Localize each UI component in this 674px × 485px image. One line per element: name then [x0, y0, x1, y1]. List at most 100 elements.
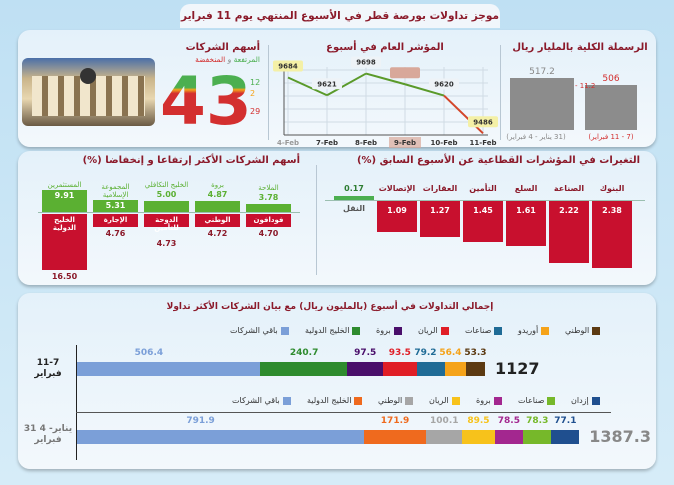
- legend-swatch: [494, 326, 503, 335]
- point-label-box: [351, 56, 381, 68]
- loser-value: 4.76: [105, 229, 126, 239]
- legend-item: الريان: [418, 326, 449, 335]
- legend-swatch: [493, 396, 502, 405]
- x-tick-label: 10-Feb: [431, 139, 458, 147]
- sectors-baseline: [325, 200, 645, 201]
- sector-value: 2.38: [602, 206, 622, 215]
- index-line-chart: 9684 4-Feb 9621 7-Feb 9698 8-Feb 9-Feb 9620 10-F…: [273, 56, 498, 148]
- sector-value: 1.09: [387, 206, 407, 215]
- gainer-name: بروة: [211, 181, 224, 190]
- trading-value: 506.4: [134, 348, 164, 358]
- trading-value: 97.5: [354, 348, 377, 358]
- divider: [316, 165, 317, 275]
- sector-bar: [377, 201, 417, 232]
- point-label: 9698: [356, 59, 376, 67]
- gainer-name: المستثمرين: [47, 181, 82, 190]
- sector-value: 2.22: [559, 206, 579, 215]
- sector-name: الصناعة: [553, 184, 585, 193]
- stocks-title: أسهم الشركات: [185, 42, 260, 53]
- loser-name: الوطني: [204, 216, 231, 224]
- sector-bar: [334, 196, 374, 200]
- trading-value: 56.4: [439, 348, 462, 358]
- movers-title: أسهم الشركات الأكثر إرتفاعا و إنخفاضا (%…: [82, 155, 300, 166]
- trading-axis: [76, 345, 77, 460]
- legend-item: إزدان: [571, 396, 600, 405]
- x-tick-label: 9-Feb: [394, 139, 416, 147]
- legend-label: باقي الشركات: [230, 326, 278, 335]
- gainer-bar: [246, 203, 291, 212]
- legend-label: بروة: [476, 396, 491, 405]
- sector-bar: [420, 201, 460, 237]
- trading-value: 100.1: [430, 416, 459, 426]
- loser-value: 4.73: [156, 239, 177, 249]
- gainer-name: الملاحة: [258, 183, 279, 192]
- trading-segment: [260, 362, 348, 376]
- index-chart-title: المؤشر العام في أسبوع: [326, 42, 444, 53]
- trading-value: 240.7: [289, 348, 319, 358]
- capitalization-change: - 11.2: [575, 82, 596, 90]
- point-label-box: [429, 78, 459, 90]
- legend-item: صناعات: [465, 326, 503, 335]
- sector-value: 0.17: [344, 184, 364, 193]
- legend-label: بروة: [376, 326, 391, 335]
- gainer-value: 5.31: [105, 201, 126, 211]
- stocks-total: 43: [160, 63, 252, 140]
- week-total: 1387.3: [589, 427, 651, 446]
- loser-bar: [195, 214, 240, 228]
- legend-swatch: [280, 326, 289, 335]
- trading-value: 77.1: [554, 416, 577, 426]
- sector-name: السلع: [514, 184, 538, 193]
- sector-bar: [592, 201, 632, 268]
- gainer-bar: [144, 201, 189, 212]
- index-line-segment: [326, 72, 367, 97]
- legend-label: صناعات: [518, 396, 545, 405]
- sector-value: 1.61: [516, 206, 536, 215]
- index-line-segment: [404, 83, 445, 97]
- sector-name: العقارات: [422, 184, 458, 193]
- page-title: موجز تداولات بورصة قطر في الأسبوع المنته…: [180, 4, 500, 46]
- trading-segment: [445, 362, 466, 376]
- sector-bar: [549, 201, 589, 264]
- trading-value: 171.9: [380, 416, 410, 426]
- gainer-value: 5.00: [156, 190, 177, 199]
- building-logo: [80, 68, 96, 84]
- trading-title: إجمالي التداولات في أسبوع (بالمليون ريال…: [166, 302, 494, 312]
- subtitle-up: المرتفعة: [233, 55, 260, 64]
- legend-swatch: [352, 326, 361, 335]
- sector-bar: [506, 201, 546, 247]
- highlight-box: [389, 137, 421, 148]
- legend-item: الريان: [429, 396, 460, 405]
- trading-value: 89.5: [467, 416, 490, 426]
- legend-label: الوطني: [378, 396, 403, 405]
- x-tick-label: 11-Feb: [470, 139, 497, 147]
- legend-item: الخليج الدولية: [307, 396, 363, 405]
- trading-segment: [77, 362, 261, 376]
- trading-value: 78.5: [497, 416, 520, 426]
- point-label-box: [390, 67, 420, 79]
- trading-segment: [522, 430, 552, 444]
- legend-swatch: [547, 396, 556, 405]
- sector-value: 1.45: [473, 206, 493, 215]
- gainer-value: 4.87: [207, 190, 228, 200]
- legend-swatch: [405, 396, 414, 405]
- x-tick-label: 8-Feb: [355, 139, 377, 147]
- loser-value: 16.50: [51, 272, 78, 282]
- sectors-title: التغيرات في المؤشرات القطاعية عن الأسبوع…: [356, 155, 640, 166]
- trading-value: 93.5: [388, 348, 411, 358]
- stocks-down: 29: [250, 107, 261, 116]
- index-line-segment: [365, 72, 406, 86]
- point-label-box: [273, 60, 303, 72]
- gainer-name: الخليج التكافلي: [144, 181, 189, 189]
- legend-item: الوطني: [378, 396, 414, 405]
- point-label: 9620: [434, 81, 454, 89]
- legend-label: الريان: [418, 326, 438, 335]
- gainer-bar: [42, 190, 87, 212]
- x-tick-label: 4-Feb: [277, 139, 299, 147]
- legend-label: الخليج الدولية: [307, 396, 352, 405]
- trading-value: 53.3: [464, 348, 487, 358]
- legend-item: بروة: [376, 326, 402, 335]
- trading-segment: [465, 362, 485, 376]
- legend-swatch: [591, 396, 600, 405]
- x-tick-label: 7-Feb: [316, 139, 338, 147]
- sector-name: البنوك: [599, 184, 625, 193]
